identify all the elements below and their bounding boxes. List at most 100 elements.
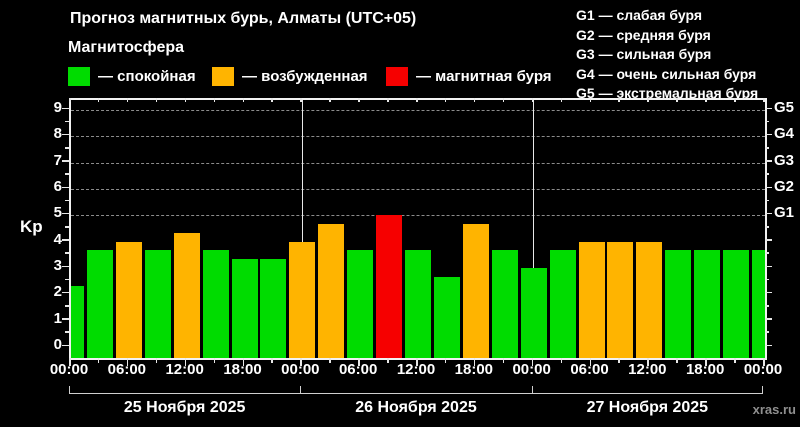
x-tick-label: 00:00 bbox=[743, 361, 783, 378]
y-axis-tick-right bbox=[765, 278, 769, 281]
kp-bar bbox=[144, 250, 171, 358]
kp-bar bbox=[433, 276, 460, 358]
y-axis-tick-right bbox=[765, 291, 772, 294]
g-legend-item-g1: G1 — слабая буря bbox=[576, 7, 703, 23]
x-axis-tick bbox=[676, 358, 678, 363]
y-axis-tick bbox=[62, 212, 69, 215]
y-axis-title: Kp bbox=[20, 216, 43, 236]
legend-label-quiet: — спокойная bbox=[98, 67, 196, 85]
y-axis-tick-right bbox=[765, 318, 772, 320]
kp-bar bbox=[520, 268, 547, 358]
x-axis-tick bbox=[618, 358, 620, 363]
legend-item-quiet: — спокойная bbox=[68, 66, 196, 86]
x-axis-tick-top bbox=[618, 98, 620, 102]
x-axis-tick bbox=[705, 358, 707, 366]
x-axis-tick-top bbox=[734, 98, 736, 102]
y-tick-label: 9 bbox=[53, 99, 62, 117]
x-axis-tick-top bbox=[271, 98, 273, 102]
day-label-26: 26 Ноября 2025 bbox=[355, 399, 477, 416]
y-axis-tick-right bbox=[765, 344, 772, 346]
x-axis-tick bbox=[184, 358, 187, 366]
x-tick-label: 18:00 bbox=[454, 361, 494, 378]
chart-subtitle: Магнитосфера bbox=[68, 39, 185, 56]
kp-bar bbox=[607, 241, 634, 358]
kp-bar bbox=[694, 250, 721, 358]
day-label-25: 25 Ноября 2025 bbox=[123, 399, 246, 416]
x-tick-label: 12:00 bbox=[628, 361, 667, 378]
kp-bar bbox=[86, 250, 113, 358]
y-tick-label: 4 bbox=[53, 230, 62, 248]
kp-bar bbox=[376, 215, 403, 358]
x-axis-tick bbox=[271, 358, 273, 363]
x-axis-tick bbox=[647, 358, 649, 366]
y-tick-label: 6 bbox=[53, 178, 62, 196]
kp-bar bbox=[491, 250, 518, 358]
gridline-kp9 bbox=[71, 110, 765, 112]
x-axis-tick-top bbox=[705, 98, 707, 102]
y-axis-tick bbox=[65, 252, 69, 254]
day-separator bbox=[533, 100, 535, 358]
g-legend-item-g4: G4 — очень сильная буря bbox=[576, 65, 757, 82]
y-axis-tick-right bbox=[765, 305, 769, 307]
watermark: xras.ru bbox=[752, 402, 796, 417]
x-axis-tick-top bbox=[242, 98, 244, 102]
y-axis-tick-right bbox=[765, 226, 769, 228]
y-axis-tick bbox=[65, 120, 69, 123]
x-axis-tick bbox=[560, 358, 563, 363]
day-axis-tick bbox=[300, 386, 302, 394]
x-axis-tick-top bbox=[502, 98, 505, 102]
x-tick-label: 06:00 bbox=[338, 361, 378, 378]
x-axis-tick bbox=[242, 358, 244, 366]
x-axis-tick-top bbox=[676, 98, 678, 102]
gridline-kp6 bbox=[71, 189, 765, 191]
x-axis-tick bbox=[387, 358, 389, 363]
legend-label-storm: — магнитная буря bbox=[416, 67, 552, 85]
kp-bar bbox=[578, 241, 605, 358]
legend-item-storm: — магнитная буря bbox=[386, 66, 552, 86]
x-axis-tick-top bbox=[329, 98, 331, 102]
x-tick-label: 12:00 bbox=[165, 361, 204, 378]
x-axis-tick bbox=[531, 358, 534, 366]
x-axis-tick bbox=[329, 358, 331, 363]
y-axis-tick-right bbox=[765, 331, 769, 333]
x-axis-tick bbox=[97, 358, 100, 363]
y-axis-tick bbox=[65, 305, 69, 307]
g-level-label: G3 bbox=[774, 151, 795, 169]
x-axis-tick-top bbox=[184, 98, 187, 102]
x-axis-tick-top bbox=[126, 98, 129, 102]
kp-bar bbox=[115, 241, 142, 358]
x-axis-tick-top bbox=[473, 98, 476, 102]
g-legend-item-g2: G2 — средняя буря bbox=[576, 26, 711, 43]
x-axis-tick bbox=[502, 358, 505, 363]
y-tick-label: 7 bbox=[53, 151, 62, 169]
x-axis-tick-top bbox=[69, 98, 71, 102]
x-axis-tick-top bbox=[763, 98, 765, 102]
x-tick-label: 00:00 bbox=[512, 361, 551, 378]
kp-bar bbox=[231, 259, 258, 358]
y-axis-tick-right bbox=[765, 186, 772, 189]
y-axis-tick-right bbox=[765, 252, 769, 254]
x-axis-tick-top bbox=[560, 98, 563, 102]
x-axis-tick bbox=[213, 358, 216, 363]
day-label-27: 27 Ноября 2025 bbox=[586, 399, 709, 416]
x-tick-label: 00:00 bbox=[49, 361, 89, 378]
g-level-label: G4 bbox=[774, 125, 795, 143]
x-axis-tick bbox=[126, 358, 129, 366]
y-tick-label: 1 bbox=[53, 309, 62, 327]
x-tick-label: 00:00 bbox=[281, 361, 320, 378]
x-axis-tick-top bbox=[97, 98, 100, 102]
legend-swatch-excited-icon bbox=[212, 66, 234, 86]
day-axis-tick bbox=[531, 386, 533, 394]
kp-bar bbox=[318, 224, 345, 358]
x-axis-tick bbox=[69, 358, 71, 366]
y-axis-tick-right bbox=[765, 212, 772, 215]
y-axis-tick bbox=[65, 199, 69, 202]
legend-item-excited: — возбужденная bbox=[212, 66, 368, 86]
y-axis-tick bbox=[62, 318, 69, 320]
x-axis-tick bbox=[300, 358, 302, 366]
x-axis-tick bbox=[416, 358, 418, 366]
gridline-kp5 bbox=[71, 215, 765, 217]
y-tick-label: 5 bbox=[53, 204, 62, 222]
y-tick-label: 8 bbox=[53, 125, 62, 143]
